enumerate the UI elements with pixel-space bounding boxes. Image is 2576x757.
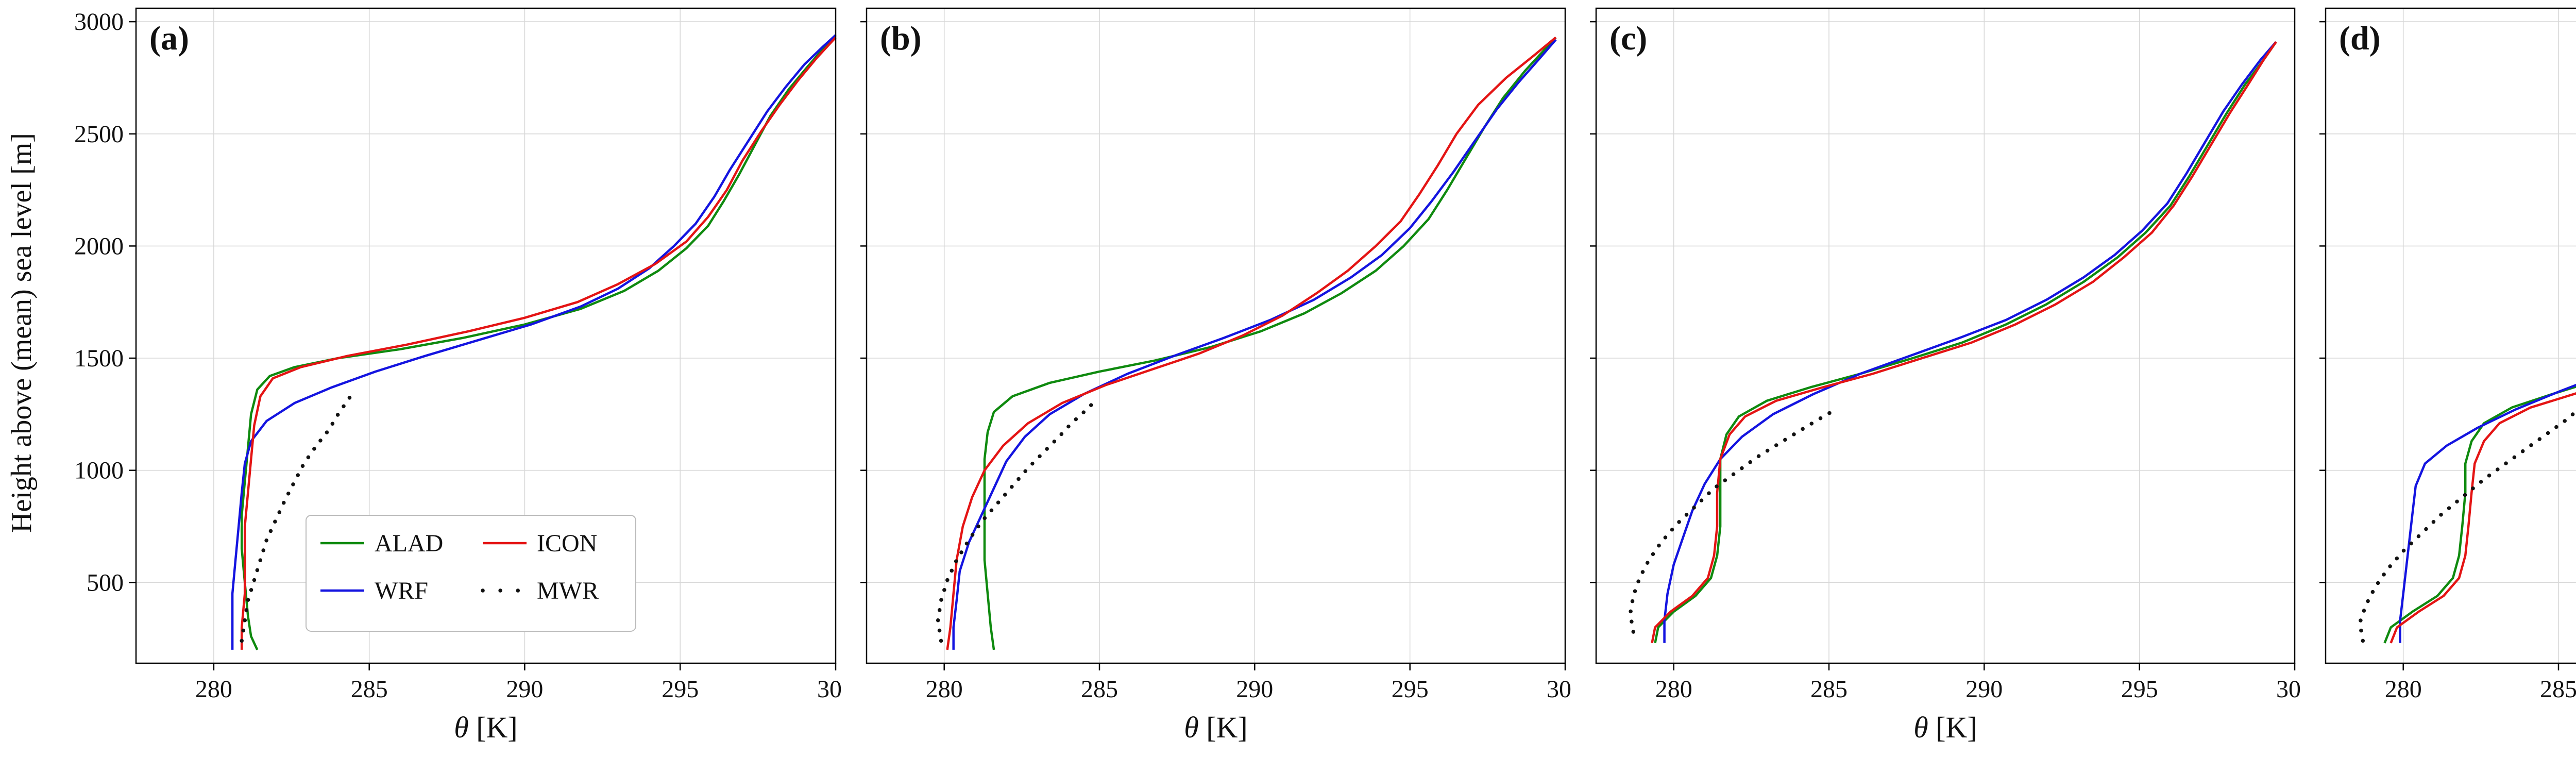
panel-b-chart: 280 285 290 295 300 (b) θ [K]: [860, 7, 1571, 744]
y-tick-label: 1500: [74, 345, 124, 372]
axes-border: [866, 7, 1566, 664]
x-tick-label: 285: [1810, 676, 1848, 703]
legend: ALAD WRF ICON MWR: [306, 515, 636, 632]
x-axis-label: θ [K]: [454, 711, 518, 744]
panel-a-chart: 280 285 290 295 300 500 1000 1500 2000 2500 3000 (a…: [74, 7, 842, 744]
panel-a: 280 285 290 295 300 500 1000 1500 2000 2500 3000 (a…: [43, 0, 842, 757]
panel-b: 280 285 290 295 300 (b) θ [K]: [860, 0, 1571, 757]
x-axis-ticks: 280 285 290 295 300: [926, 663, 1571, 703]
x-tick-label: 280: [926, 676, 963, 703]
panels-row: 280 285 290 295 300 500 1000 1500 2000 2500 3000 (a…: [43, 0, 2576, 757]
panel-letter: (d): [2339, 20, 2381, 57]
series-icon: [240, 37, 837, 650]
y-axis-label-column: Height above (mean) sea level [m]: [0, 0, 43, 757]
legend-label: ICON: [537, 530, 597, 557]
series-alad: [2383, 385, 2576, 644]
x-tick-label: 280: [1655, 676, 1692, 703]
legend-label: ALAD: [375, 530, 443, 557]
y-axis-ticks: [860, 21, 867, 583]
y-axis-ticks: [2319, 21, 2326, 583]
panel-letter: (a): [149, 20, 189, 57]
y-axis-ticks: 500 1000 1500 2000 2500 3000: [74, 8, 136, 596]
series-alad: [240, 34, 837, 650]
legend-label: MWR: [537, 577, 599, 604]
x-axis-ticks: 280 285 290 295 300: [195, 663, 842, 703]
x-tick-label: 285: [2540, 676, 2576, 703]
x-tick-label: 280: [2385, 676, 2422, 703]
x-tick-label: 285: [1081, 676, 1118, 703]
panel-d: 280285290295300(d)θ [K]: [2319, 0, 2576, 757]
series-icon: [1651, 41, 2277, 644]
series-alad: [983, 37, 1557, 650]
series-mwr: [1628, 408, 1837, 634]
y-tick-label: 2500: [74, 121, 124, 148]
panel-letter: (c): [1609, 20, 1647, 57]
axes-border: [135, 7, 837, 664]
x-axis-label: θ [K]: [1913, 711, 1977, 744]
x-tick-label: 300: [817, 676, 842, 703]
x-axis-ticks: 280 285 290 295 300: [1655, 663, 2301, 703]
series-wrf: [952, 39, 1557, 650]
x-axis-label: θ [K]: [1184, 711, 1248, 744]
series-wrf: [1663, 41, 2277, 643]
x-tick-label: 290: [1965, 676, 2003, 703]
grid: [1596, 8, 2295, 663]
series-icon: [2389, 392, 2576, 644]
y-axis-ticks: [1590, 21, 1596, 583]
series-icon: [946, 36, 1557, 650]
x-tick-label: 295: [1392, 676, 1429, 703]
grid: [2326, 8, 2576, 663]
x-tick-label: 285: [351, 676, 388, 703]
x-tick-label: 295: [662, 676, 699, 703]
axes-border: [2325, 7, 2576, 664]
panel-d-chart: 280285290295300(d)θ [K]: [2319, 7, 2576, 703]
y-tick-label: 2000: [74, 232, 124, 260]
series-wrf: [2399, 383, 2576, 643]
series-wrf: [231, 34, 837, 650]
series-mwr: [936, 401, 1095, 643]
y-axis-label: Height above (mean) sea level [m]: [6, 133, 38, 533]
series-alad: [1654, 41, 2277, 644]
x-tick-label: 290: [1236, 676, 1273, 703]
panel-c-chart: 280 285 290 295 300 (c) θ [K]: [1590, 7, 2301, 744]
grid: [867, 8, 1566, 663]
x-tick-label: 300: [1547, 676, 1571, 703]
y-tick-label: 500: [87, 569, 124, 596]
y-tick-label: 3000: [74, 8, 124, 36]
x-tick-label: 280: [195, 676, 232, 703]
panel-c: 280 285 290 295 300 (c) θ [K]: [1590, 0, 2301, 757]
x-tick-label: 290: [506, 676, 543, 703]
axes-border: [1595, 7, 2296, 664]
x-tick-label: 300: [2276, 676, 2301, 703]
x-axis-ticks: 280285290295300: [2385, 663, 2576, 703]
y-tick-label: 1000: [74, 457, 124, 484]
series-mwr: [2358, 409, 2576, 643]
legend-label: WRF: [375, 577, 428, 604]
panel-letter: (b): [880, 20, 922, 57]
x-tick-label: 295: [2121, 676, 2158, 703]
